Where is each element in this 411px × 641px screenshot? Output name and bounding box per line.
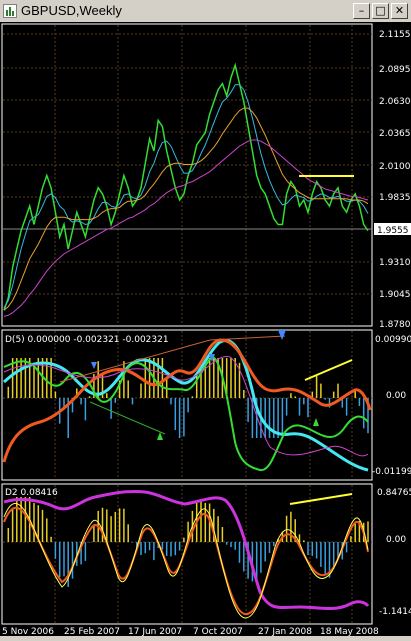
up-arrow-icon — [157, 432, 163, 440]
indicator1-axis-top: 0.00990 — [375, 335, 411, 345]
price-label: 2.0365 — [379, 129, 411, 139]
indicator2-histogram — [7, 497, 369, 587]
indicator2-axis-bottom: -1.1414 — [379, 607, 411, 617]
maximize-button[interactable]: □ — [372, 3, 389, 19]
down-arrow-icon — [91, 362, 97, 369]
divergence-line-indicator1 — [304, 359, 353, 381]
indicator1-trend-line — [59, 339, 211, 383]
price-label: 2.0895 — [379, 65, 411, 75]
time-label: 27 Jan 2008 — [258, 627, 312, 636]
up-arrow-icon — [313, 418, 319, 426]
indicator1-axis-zero: 0.00 — [386, 391, 406, 401]
price-label: 1.9045 — [379, 290, 411, 300]
indicator2-lines — [3, 490, 370, 619]
moving-average-fast-line — [3, 84, 369, 309]
chart-window-icon — [3, 4, 17, 18]
indicator2-header: D2 0.08416 — [5, 488, 58, 498]
price-close-line — [3, 62, 369, 311]
price-label: 2.0100 — [379, 162, 411, 172]
time-label: 18 May 2008 — [320, 627, 379, 636]
divergence-line-indicator2 — [289, 493, 353, 505]
indicator1-axis-bottom: -0.01199 — [372, 467, 411, 477]
indicator2-orange-line — [3, 506, 369, 615]
price-series-group — [3, 62, 369, 317]
indicator2-yellow-line — [3, 503, 369, 619]
indicator1-green-line — [3, 355, 369, 472]
price-label: 1.8780 — [379, 320, 411, 330]
time-label: 17 Jun 2007 — [128, 627, 182, 636]
time-label: 7 Oct 2007 — [193, 627, 243, 636]
indicator2-magenta-line — [3, 490, 370, 610]
price-label: 1.9310 — [379, 258, 411, 268]
current-price-label: 1.9555 — [377, 226, 409, 236]
grid-lines — [3, 25, 372, 623]
indicator1-cyan-line — [2, 339, 369, 472]
time-axis: 5 Nov 2006 25 Feb 2007 17 Jun 2007 7 Oct… — [2, 627, 379, 637]
indicator1-lines — [2, 330, 372, 472]
price-label: 1.9835 — [379, 193, 411, 203]
time-label: 25 Feb 2007 — [64, 627, 120, 636]
window-title: GBPUSD,Weekly — [21, 3, 122, 18]
indicator1-header: D(5) 0.000000 -0.002321 -0.002321 — [5, 335, 169, 345]
down-arrow-icon — [209, 354, 215, 362]
price-label: 2.1155 — [379, 30, 411, 40]
indicator1-orange-line — [2, 338, 372, 463]
current-price-marker — [374, 223, 411, 235]
price-label: 2.0630 — [379, 97, 411, 107]
time-label: 5 Nov 2006 — [2, 627, 54, 636]
indicator1-trend-line — [209, 335, 286, 341]
down-arrow-icon — [278, 330, 286, 340]
indicator2-axis-zero: 0.00 — [386, 535, 406, 545]
moving-average-slow-line — [3, 139, 369, 317]
minimize-button[interactable]: – — [353, 3, 370, 19]
indicator1-pane[interactable] — [1, 329, 373, 481]
indicator1-magenta-line — [3, 356, 369, 457]
indicator1-trend-line — [89, 401, 166, 435]
indicator1-histogram — [7, 358, 369, 438]
indicator2-axis-top: 0.84765 — [377, 488, 411, 498]
price-axis: 2.1155 2.0895 2.0630 2.0365 2.0100 1.983… — [374, 30, 411, 330]
close-button[interactable]: ✕ — [391, 3, 408, 19]
chart-area[interactable]: 2.1155 2.0895 2.0630 2.0365 2.0100 1.983… — [0, 22, 411, 637]
moving-average-mid-line — [3, 107, 369, 311]
title-bar[interactable]: GBPUSD,Weekly – □ ✕ — [0, 0, 411, 23]
